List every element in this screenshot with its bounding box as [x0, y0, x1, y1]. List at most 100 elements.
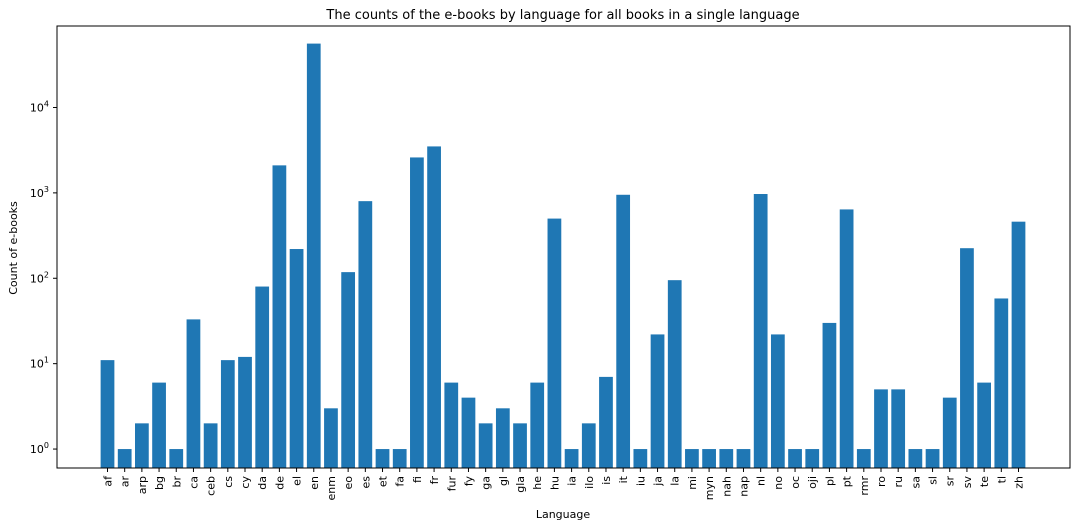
x-tick-label: ca [187, 476, 200, 489]
bar-ja [650, 334, 665, 468]
bar-ga [478, 423, 493, 468]
x-tick-label: nl [755, 476, 768, 486]
x-tick-label: is [600, 476, 613, 485]
bar-is [599, 376, 613, 468]
x-tick-label: no [772, 476, 785, 490]
bar-af [100, 360, 115, 468]
x-tick-label: ru [892, 476, 905, 488]
x-tick-label: oc [789, 476, 802, 489]
x-tick-label: eo [342, 476, 355, 490]
bar-nah [719, 449, 734, 468]
bar-et [375, 449, 390, 468]
bar-fur [444, 382, 459, 468]
x-tick-label: ro [875, 476, 888, 487]
bar-ar [117, 449, 132, 468]
bar-fi [410, 157, 424, 468]
bar-cy [238, 356, 252, 468]
x-tick-label: ja [652, 476, 665, 487]
x-tick-label: pt [841, 475, 854, 487]
y-tick-label: 103 [30, 185, 49, 200]
x-tick-label: te [978, 476, 991, 487]
bar-oji [805, 449, 820, 468]
bar-en [306, 43, 321, 469]
bar-br [169, 449, 184, 468]
x-tick-label: cs [222, 476, 235, 488]
bar-nap [736, 449, 751, 468]
x-tick-label: br [170, 476, 183, 488]
x-tick-label: nah [720, 476, 733, 497]
x-tick-label: et [377, 475, 390, 487]
bar-oc [788, 449, 802, 468]
x-tick-label: sr [944, 476, 957, 487]
y-tick-label: 101 [30, 356, 49, 371]
y-ticks-group: 100 101 102 103 104 [30, 99, 57, 456]
x-tick-label: he [531, 476, 544, 490]
x-tick-label: iu [634, 476, 647, 486]
bar-gla [513, 423, 527, 468]
bar-pt [839, 209, 854, 468]
x-tick-label: tl [995, 476, 1008, 483]
bars-group [100, 43, 1026, 469]
x-tick-label: fur [445, 476, 458, 492]
x-tick-label: af [102, 475, 115, 487]
bar-tl [994, 298, 1009, 468]
x-tick-label: pl [823, 476, 836, 486]
x-tick-label: arp [136, 476, 149, 494]
bar-da [255, 286, 270, 468]
bar-arp [135, 423, 149, 468]
bar-sr [942, 397, 957, 468]
plot-frame [56, 25, 1071, 469]
bar-ceb [203, 423, 218, 468]
x-tick-label: el [291, 476, 304, 486]
bar-eo [341, 272, 356, 468]
x-tick-label: fa [394, 476, 407, 487]
chart-title: The counts of the e-books by language fo… [325, 8, 799, 23]
bar-rmr [856, 449, 871, 468]
bar-myn [702, 449, 716, 468]
x-tick-label: gl [497, 476, 510, 486]
x-tick-label: da [256, 476, 269, 490]
x-tick-label: ceb [205, 476, 218, 496]
bar-enm [324, 408, 338, 468]
x-axis-label: Language [536, 508, 591, 521]
x-tick-label: en [308, 476, 321, 490]
y-tick-label: 104 [30, 99, 49, 114]
bar-nl [753, 194, 768, 468]
bar-el [289, 249, 304, 468]
x-tick-label: hu [548, 476, 561, 490]
bar-zh [1011, 221, 1026, 468]
bar-ca [186, 319, 201, 468]
bar-es [358, 201, 373, 468]
y-tick-label: 102 [30, 270, 49, 285]
bar-te [977, 382, 991, 468]
bar-it [616, 194, 631, 468]
bar-sl [925, 449, 940, 468]
x-tick-label: rmr [858, 476, 871, 496]
bar-gl [495, 408, 510, 468]
bar-cs [220, 360, 235, 468]
bar-he [530, 382, 545, 468]
bar-fr [427, 146, 441, 468]
x-tick-label: nap [737, 476, 750, 497]
bar-ru [891, 389, 906, 468]
bar-fa [392, 449, 407, 468]
x-tick-label: es [359, 476, 372, 489]
x-tick-label: oji [806, 476, 819, 489]
x-tick-label: bg [153, 476, 166, 490]
x-tick-label: ga [480, 476, 493, 490]
x-tick-label: cy [239, 476, 252, 489]
x-tick-label: fi [411, 476, 424, 483]
bar-pl [822, 322, 837, 468]
x-tick-label: sv [961, 476, 974, 489]
bar-ro [874, 389, 888, 468]
bar-hu [547, 218, 562, 468]
y-tick-label: 100 [30, 441, 49, 456]
x-tick-label: zh [1013, 476, 1026, 489]
bar-la [667, 280, 682, 468]
x-tick-label: sl [927, 476, 940, 485]
bar-mi [685, 449, 699, 468]
y-axis-label: Count of e-books [7, 201, 20, 295]
x-tick-label: gla [514, 476, 527, 493]
bar-ilo [581, 423, 596, 468]
